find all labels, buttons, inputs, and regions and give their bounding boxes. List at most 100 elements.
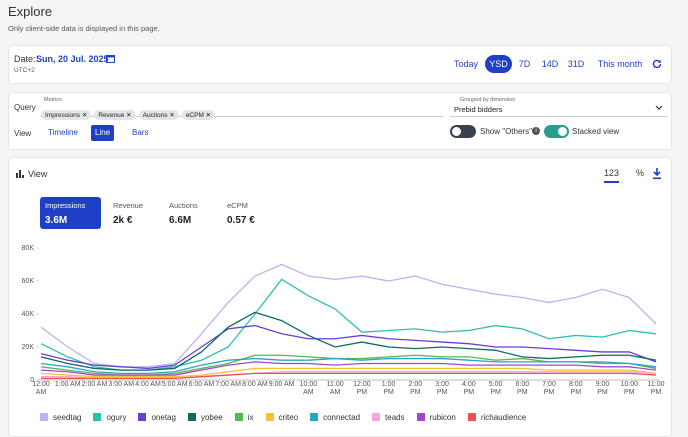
- date-preset[interactable]: 7D: [518, 59, 531, 69]
- panel-title: View: [28, 169, 48, 179]
- date-preset[interactable]: YSD: [485, 55, 512, 73]
- x-tick-label: 6:00 PM: [515, 381, 530, 396]
- x-tick-label: 2:00 PM: [408, 381, 423, 396]
- x-tick-label: 6:00 AM: [188, 381, 215, 388]
- info-icon: i: [532, 127, 540, 135]
- chip-remove[interactable]: ✕: [80, 112, 88, 119]
- x-tick-label: 8:00 PM: [568, 381, 583, 396]
- x-tick-label: 8:00 AM: [242, 381, 268, 388]
- x-tick-label: 10:00 AM: [299, 381, 318, 396]
- calendar-icon[interactable]: [106, 54, 115, 63]
- y-tick-label: 20K: [22, 344, 35, 351]
- legend-item[interactable]: criteo: [265, 413, 299, 422]
- date-preset[interactable]: Today: [453, 59, 479, 69]
- view-mode[interactable]: Timeline: [48, 128, 78, 137]
- format-toggle[interactable]: %: [636, 168, 645, 178]
- x-tick-label: 4:00 AM: [135, 381, 161, 388]
- metrics-field[interactable]: Impressions ✕ Revenue ✕ Auctions ✕ eCPM ✕: [40, 100, 443, 120]
- series-line: [40, 367, 657, 378]
- chart-icon: [16, 170, 24, 178]
- legend-label: rubicon: [429, 413, 456, 422]
- series-line: [40, 278, 657, 371]
- stacked-toggle[interactable]: [544, 125, 569, 138]
- dimension-label: Grouped by dimension: [460, 97, 516, 103]
- legend-label: criteo: [278, 413, 299, 422]
- legend-label: ix: [247, 413, 254, 422]
- refresh-icon[interactable]: [652, 59, 662, 69]
- chevron: [655, 105, 663, 110]
- legend-swatch: [310, 413, 319, 421]
- x-tick-label: 3:00 AM: [108, 381, 135, 388]
- kpi[interactable]: Revenue 2k €: [108, 197, 160, 229]
- x-tick-label: 11:00 AM: [326, 381, 344, 396]
- series-line: [40, 361, 657, 376]
- x-tick-label: 4:00 PM: [462, 381, 476, 396]
- series-line: [40, 324, 657, 370]
- series-line: [40, 311, 657, 371]
- x-tick-label: 10:00 PM: [620, 381, 639, 396]
- date-preset[interactable]: 14D: [541, 59, 559, 69]
- stacked-label: Stacked view: [572, 127, 620, 136]
- x-tick-label: 7:00 AM: [215, 381, 242, 388]
- metric-chip[interactable]: Revenue ✕: [94, 110, 136, 120]
- timezone: UTC+2: [14, 67, 35, 74]
- series-line: [40, 357, 657, 375]
- series-line: [40, 263, 657, 368]
- legend-label: connectad: [323, 413, 361, 422]
- legend-label: teads: [385, 413, 405, 422]
- legend-item[interactable]: seedtag: [40, 413, 81, 422]
- view-mode[interactable]: Line: [91, 125, 115, 141]
- kpi[interactable]: Impressions 3.6M: [40, 197, 101, 229]
- legend-swatch: [467, 413, 476, 421]
- kpi-value: 6.6M: [169, 215, 192, 226]
- y-tick-label: 80K: [22, 245, 35, 252]
- x-tick-label: 2:00 AM: [81, 381, 108, 388]
- metric-chip[interactable]: Impressions ✕: [41, 110, 92, 120]
- legend-item[interactable]: onetag: [138, 413, 176, 422]
- date-label: Date:: [14, 54, 36, 64]
- legend-swatch: [372, 413, 381, 421]
- x-tick-label: 1:00 PM: [381, 381, 396, 396]
- legend-item[interactable]: connectad: [310, 413, 360, 422]
- legend-swatch: [40, 413, 48, 421]
- metrics-label: Metrics: [44, 97, 62, 103]
- metric-chip[interactable]: eCPM ✕: [181, 110, 216, 120]
- legend-label: onetag: [151, 413, 176, 422]
- dimension-field[interactable]: [450, 100, 667, 117]
- legend-item[interactable]: ix: [234, 413, 254, 422]
- legend-item[interactable]: teads: [372, 413, 405, 422]
- chip-remove[interactable]: ✕: [167, 112, 175, 119]
- x-tick-label: 1:00 AM: [54, 381, 81, 388]
- date-preset[interactable]: This month: [597, 59, 643, 69]
- download-icon[interactable]: [652, 168, 662, 180]
- legend: seedtag ogury onetag yobee ix criteo connectad…: [40, 413, 526, 422]
- date-preset[interactable]: 31D: [567, 59, 585, 69]
- page-subtitle: Only client-side data is displayed in th…: [8, 24, 160, 33]
- legend-item[interactable]: rubicon: [416, 413, 456, 422]
- chart-card: [8, 157, 672, 437]
- dimension-value: Prebid bidders: [454, 105, 503, 114]
- date-value[interactable]: Sun, 20 Jul. 2025: [36, 54, 109, 64]
- legend-swatch: [93, 413, 102, 421]
- chip-remove[interactable]: ✕: [124, 112, 132, 119]
- y-tick-label: 0: [30, 377, 34, 384]
- view-mode[interactable]: Bars: [132, 128, 149, 137]
- x-tick-label: 3:00 PM: [435, 381, 449, 396]
- format-toggle[interactable]: 123: [604, 168, 620, 183]
- x-tick-label: 9:00 AM: [268, 381, 295, 388]
- kpi-value: 2k €: [113, 215, 133, 226]
- legend-item[interactable]: ogury: [93, 413, 126, 422]
- legend-item[interactable]: yobee: [187, 413, 223, 422]
- legend-label: seedtag: [53, 413, 82, 422]
- series-line: [41, 372, 657, 379]
- chip-remove[interactable]: ✕: [203, 112, 212, 119]
- kpi-label: Revenue: [113, 201, 144, 210]
- others-label: Show "Others": [480, 127, 532, 136]
- kpi[interactable]: eCPM 0.57 €: [222, 197, 272, 229]
- metric-chip[interactable]: Auctions ✕: [138, 110, 179, 120]
- x-tick-label: 12:00 AM: [32, 381, 50, 396]
- kpi-label: Auctions: [169, 201, 198, 210]
- others-toggle[interactable]: [450, 125, 476, 138]
- kpi[interactable]: Auctions 6.6M: [164, 197, 218, 229]
- legend-item[interactable]: richaudience: [467, 413, 526, 422]
